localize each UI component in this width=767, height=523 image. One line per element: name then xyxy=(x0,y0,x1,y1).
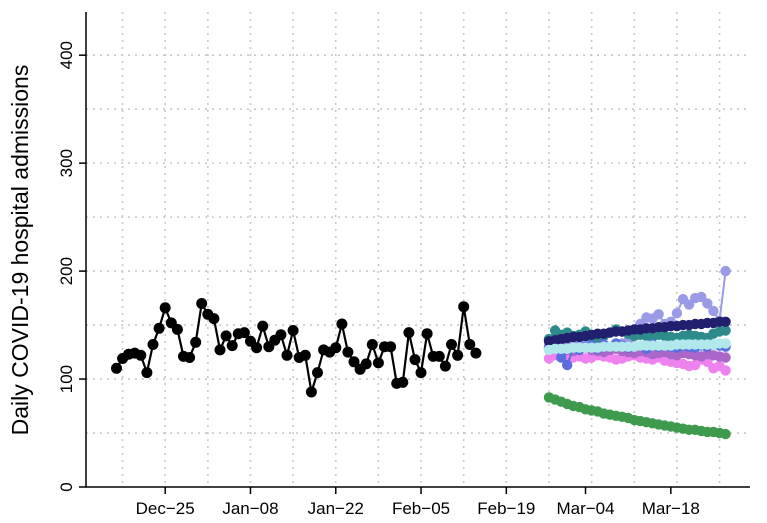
forecast-series-6-point xyxy=(562,359,573,371)
x-tick-label: Mar−04 xyxy=(556,499,614,518)
observed-series-point xyxy=(141,367,153,379)
observed-series-point xyxy=(342,346,354,358)
y-tick-label: 300 xyxy=(57,149,76,177)
forecast-series-8 xyxy=(543,338,731,356)
observed-series-point xyxy=(275,329,287,341)
observed-series-point xyxy=(251,342,263,354)
observed-series-point xyxy=(159,302,171,314)
forecast-series-2-point xyxy=(653,309,664,320)
observed-series xyxy=(111,298,482,398)
observed-series-point xyxy=(348,356,360,368)
x-tick-label: Jan−08 xyxy=(222,499,278,518)
observed-series-point xyxy=(360,358,372,370)
series xyxy=(111,265,731,440)
forecast-series-8-point xyxy=(720,338,731,349)
forecast-series-2-point xyxy=(708,305,719,317)
x-tick-label: Feb−05 xyxy=(392,499,450,518)
observed-series-point xyxy=(439,360,451,372)
observed-series-point xyxy=(196,298,208,309)
forecast-series-5-point xyxy=(720,352,731,363)
observed-series-point xyxy=(153,322,165,334)
forecast-series-7-point xyxy=(720,316,731,327)
observed-series-point xyxy=(111,362,122,374)
observed-series-point xyxy=(415,367,427,379)
observed-series-point xyxy=(147,339,159,350)
observed-series-point xyxy=(403,327,415,339)
observed-series-point xyxy=(238,327,250,339)
observed-series-point xyxy=(184,352,196,363)
observed-series-point xyxy=(366,339,378,350)
x-tick-label: Feb−19 xyxy=(477,499,535,518)
y-tick-label: 0 xyxy=(57,482,76,491)
forecast-series-2-point xyxy=(683,299,695,310)
forecast-series-2-point xyxy=(696,291,707,303)
observed-series-point xyxy=(214,344,226,356)
observed-series-point xyxy=(208,313,220,325)
observed-series-point xyxy=(330,342,342,354)
observed-series-point xyxy=(257,320,269,332)
y-tick-label: 200 xyxy=(57,257,76,285)
forecast-series-6-point xyxy=(556,352,567,363)
y-axis-title: Daily COVID-19 hospital admissions xyxy=(7,65,33,436)
observed-series-point xyxy=(464,339,476,350)
forecast-series-1-point xyxy=(720,428,731,440)
observed-series-point xyxy=(470,347,482,359)
observed-series-point xyxy=(409,354,421,366)
forecast-series-3-point xyxy=(720,325,731,336)
observed-series-point xyxy=(305,386,317,398)
forecast-series-2-point xyxy=(720,265,731,277)
observed-series-point xyxy=(336,318,348,330)
observed-series-point xyxy=(312,367,323,379)
observed-series-point xyxy=(226,340,238,352)
forecast-series-7 xyxy=(543,316,731,347)
y-tick-label: 100 xyxy=(57,365,76,393)
axes xyxy=(79,12,750,494)
forecast-series-4-point xyxy=(720,365,731,376)
observed-series-point xyxy=(220,330,232,342)
gridlines xyxy=(86,12,750,487)
observed-series-point xyxy=(433,350,445,362)
observed-series-point xyxy=(171,323,183,335)
observed-series-point xyxy=(421,328,433,340)
x-tick-label: Jan−22 xyxy=(308,499,364,518)
x-tick-label: Mar−18 xyxy=(642,499,700,518)
observed-series-point xyxy=(190,336,202,348)
tick-labels: 0 100 200 300 400 Dec−25 Jan−08 Jan−22 Feb−05 Feb… xyxy=(57,41,700,518)
forecast-series-2-point xyxy=(702,298,713,309)
observed-series-point xyxy=(452,349,464,361)
observed-series-point xyxy=(385,341,397,353)
observed-series-point xyxy=(135,349,147,361)
observed-series-point xyxy=(281,349,293,361)
forecast-series-1 xyxy=(543,392,731,440)
forecast-series-2-point xyxy=(671,308,683,319)
observed-series-point xyxy=(446,339,457,350)
observed-series-point xyxy=(287,325,299,336)
x-tick-label: Dec−25 xyxy=(136,499,195,518)
y-tick-label: 400 xyxy=(57,41,76,69)
observed-series-point xyxy=(397,376,409,388)
observed-series-point xyxy=(372,357,384,369)
observed-series-point xyxy=(458,301,470,313)
observed-series-point xyxy=(299,349,311,361)
